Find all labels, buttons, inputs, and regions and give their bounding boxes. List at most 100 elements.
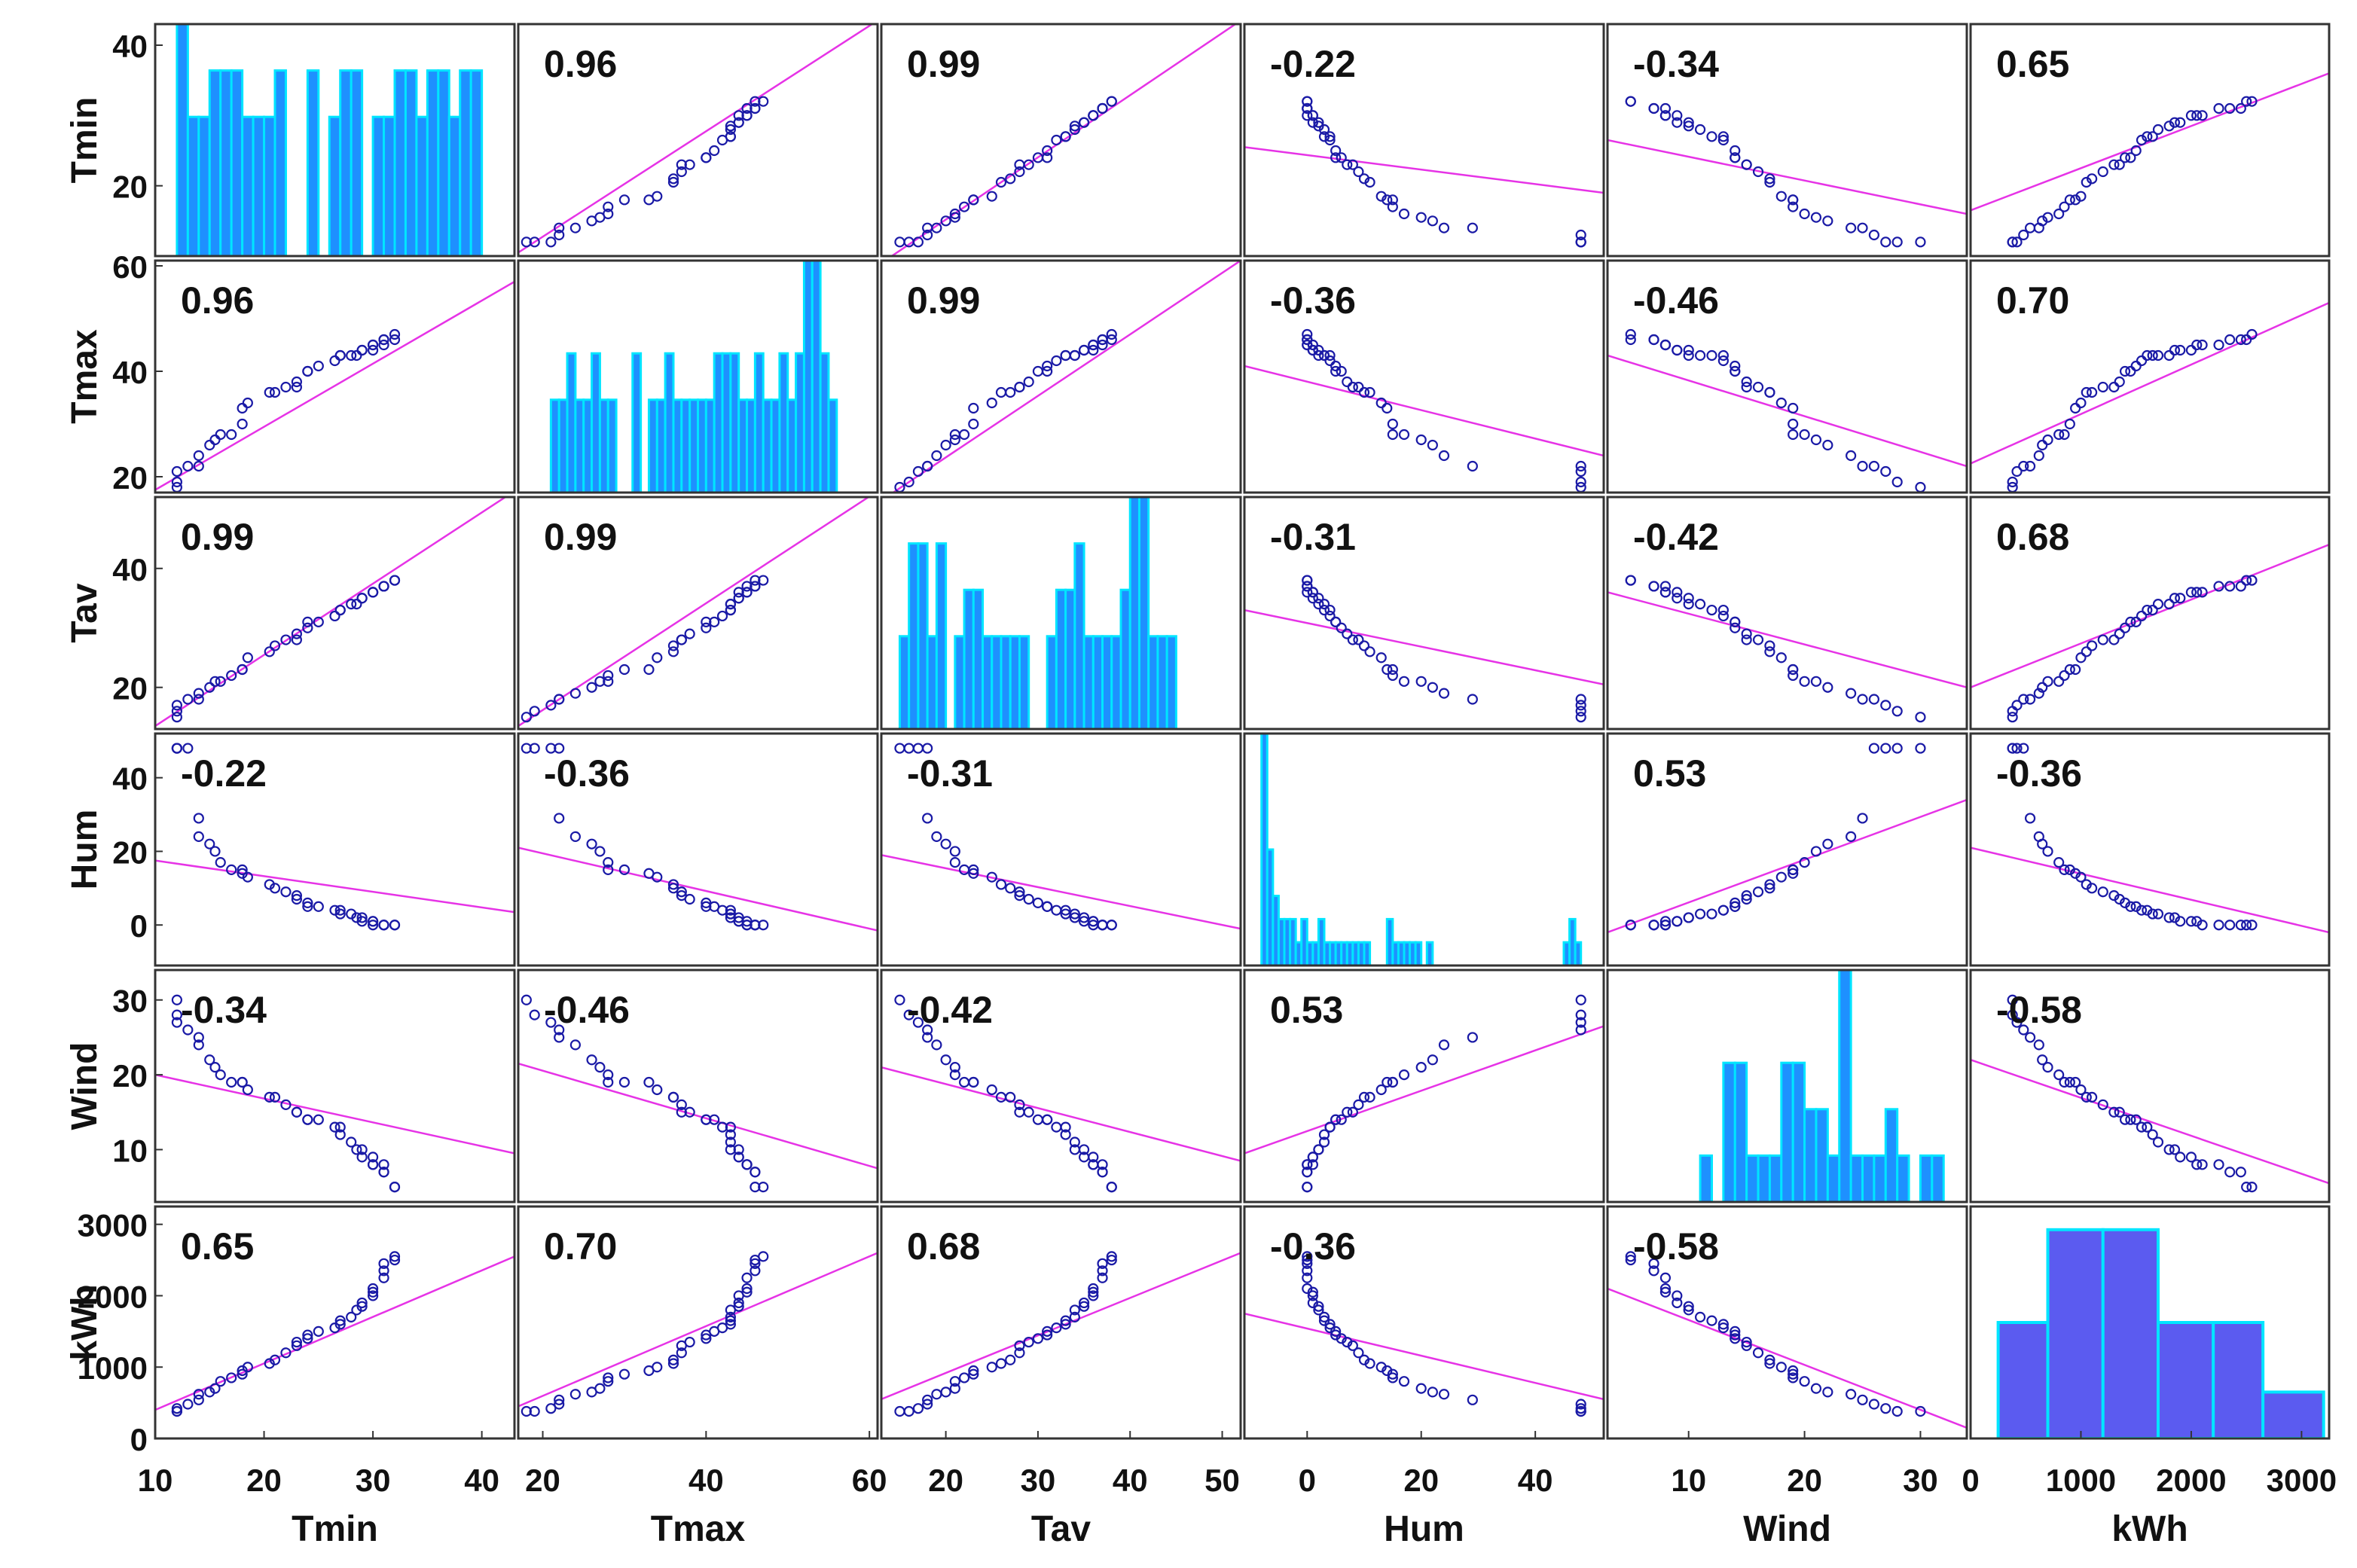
scatter-point: [2097, 886, 2108, 898]
histogram-bar: [811, 261, 822, 493]
panel-frame: [517, 1205, 879, 1440]
scatter-point: [949, 212, 960, 223]
scatter-point: [676, 1099, 687, 1110]
panel-tmax-vs-hum: -0.36: [1243, 259, 1605, 494]
panel-frame: [154, 259, 516, 494]
scatter-point: [545, 236, 557, 248]
scatter-point: [1857, 1394, 1868, 1405]
scatter-point: [1313, 344, 1324, 356]
scatter-point: [291, 890, 303, 901]
scatter-point: [1846, 222, 1857, 233]
scatter-point: [2125, 152, 2136, 163]
scatter-point: [986, 397, 997, 409]
scatter-point: [1659, 102, 1672, 114]
scatter-point: [922, 1394, 933, 1405]
scatter-point: [709, 1114, 720, 1125]
scatter-point: [949, 1376, 960, 1387]
scatter-point: [351, 599, 362, 610]
scatter-point: [389, 1182, 401, 1193]
fit-line: [1607, 1287, 1967, 1429]
histogram-bar: [1733, 1061, 1748, 1202]
scatter-point: [2075, 652, 2087, 664]
histogram-bar: [197, 115, 211, 256]
scatter-point: [1717, 349, 1729, 361]
scatter-point: [968, 868, 979, 879]
scatter-point: [1353, 1347, 1364, 1359]
scatter-point: [2081, 1091, 2092, 1103]
scatter-point: [2147, 1129, 2158, 1140]
scatter-point: [2037, 215, 2048, 227]
scatter-point: [1659, 1283, 1672, 1295]
correlation-label: -0.42: [907, 989, 993, 1031]
panel-frame: [1243, 496, 1605, 731]
scatter-point: [1375, 191, 1387, 202]
histogram-bar: [778, 352, 789, 493]
scatter-point: [594, 1383, 606, 1394]
panel-tav-vs-tav: [880, 496, 1242, 731]
scatter-point: [1358, 1354, 1370, 1365]
scatter-point: [1880, 743, 1891, 754]
correlation-label: -0.58: [1633, 1225, 1719, 1268]
scatter-point: [1857, 694, 1868, 705]
scatter-point: [280, 634, 292, 645]
scatter-point: [1069, 349, 1080, 361]
scatter-point: [215, 429, 226, 441]
panel-background: [1607, 24, 1967, 256]
scatter-point: [1364, 1091, 1375, 1103]
scatter-point: [1023, 893, 1034, 905]
scatter-point: [2185, 916, 2197, 927]
scatter-point: [940, 439, 951, 451]
scatter-point: [1060, 1129, 1071, 1140]
scatter-point: [1005, 1091, 1016, 1103]
scatter-point: [2053, 1069, 2065, 1081]
scatter-point: [1307, 339, 1318, 351]
histogram-bar: [786, 398, 798, 493]
scatter-point: [1088, 1152, 1099, 1163]
scatter-point: [1706, 908, 1717, 920]
panel-marks: [518, 743, 878, 932]
scatter-point: [1398, 208, 1410, 220]
scatter-point: [2059, 670, 2070, 682]
panel-tmin-vs-tmin: [154, 23, 516, 258]
scatter-point: [1575, 700, 1586, 711]
scatter-point: [1625, 328, 1636, 340]
scatter-point: [1788, 670, 1799, 682]
scatter-point: [667, 1358, 679, 1369]
scatter-point: [1846, 688, 1857, 699]
histogram-bar: [688, 398, 700, 493]
histogram-bar: [680, 398, 692, 493]
scatter-point: [389, 1254, 401, 1266]
panel-frame: [1243, 23, 1605, 258]
scatter-point: [2081, 386, 2092, 398]
scatter-point: [949, 208, 960, 220]
scatter-point: [1625, 1254, 1636, 1266]
scatter-point: [1307, 117, 1318, 128]
scatter-point: [302, 1114, 313, 1125]
scatter-point: [1358, 1091, 1370, 1103]
scatter-point: [2087, 640, 2098, 651]
scatter-point: [750, 1258, 761, 1269]
y-tick-label: 20: [112, 834, 148, 870]
scatter-point: [1042, 1114, 1053, 1125]
scatter-point: [922, 813, 933, 824]
x-tick-label: 20: [246, 1463, 282, 1498]
scatter-point: [1302, 1258, 1313, 1269]
scatter-point: [2246, 575, 2258, 586]
scatter-point: [1353, 1099, 1364, 1110]
scatter-point: [1032, 897, 1044, 908]
scatter-point: [280, 1099, 292, 1110]
panel-marks: [155, 994, 514, 1193]
panel-frame: [154, 732, 516, 967]
scatter-point: [378, 1167, 389, 1178]
scatter-point: [2125, 365, 2136, 377]
scatter-point: [1342, 159, 1353, 170]
scatter-point: [1313, 1144, 1324, 1155]
scatter-point: [2147, 908, 2158, 920]
scatter-point: [1683, 1301, 1694, 1312]
scatter-point: [237, 864, 248, 875]
scatter-point: [529, 706, 540, 717]
histogram-bar: [1574, 941, 1583, 966]
panel-frame: [154, 969, 516, 1203]
scatter-point: [1042, 901, 1053, 912]
x-tick-label: 30: [1903, 1463, 1938, 1498]
